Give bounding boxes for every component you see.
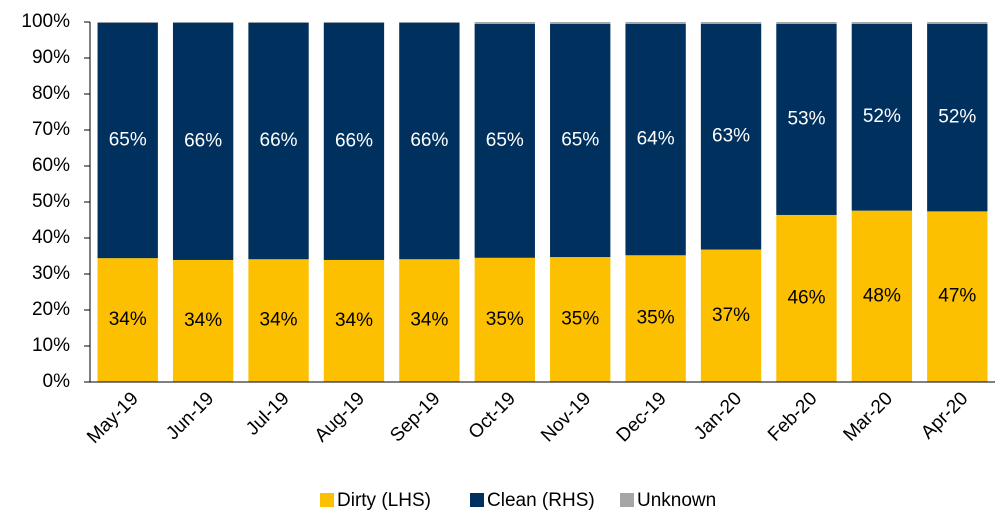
x-tick-label: Jul-19 bbox=[242, 388, 293, 439]
data-label: 66% bbox=[184, 130, 222, 151]
bar-segment bbox=[625, 23, 686, 256]
data-label: 52% bbox=[938, 107, 976, 128]
bar-segment bbox=[776, 214, 837, 382]
bar-segment bbox=[248, 22, 309, 260]
x-tick-label: Aug-19 bbox=[311, 388, 369, 446]
y-tick-label: 30% bbox=[32, 263, 70, 284]
bar-segment bbox=[625, 22, 686, 24]
x-tick-label: Feb-20 bbox=[764, 388, 821, 445]
data-label: 65% bbox=[561, 129, 599, 150]
data-label: 66% bbox=[335, 130, 373, 151]
bar-segment bbox=[97, 22, 158, 259]
bar-segment bbox=[927, 23, 988, 212]
bar-segment bbox=[927, 22, 988, 24]
data-label: 53% bbox=[787, 108, 825, 129]
bar-segment bbox=[700, 23, 762, 250]
data-label: 65% bbox=[109, 129, 147, 150]
y-tick-label: 50% bbox=[32, 191, 70, 212]
bar-segment bbox=[474, 257, 535, 382]
bar-segment bbox=[851, 210, 913, 382]
bar-segment bbox=[323, 22, 385, 260]
y-tick-label: 90% bbox=[32, 47, 70, 68]
bar-segment bbox=[851, 22, 913, 24]
bar-segment bbox=[625, 255, 686, 382]
bar-segment bbox=[97, 22, 158, 23]
legend-swatch bbox=[620, 493, 634, 507]
bar-segment bbox=[700, 22, 762, 24]
y-tick-label: 0% bbox=[43, 371, 71, 392]
data-label: 34% bbox=[410, 310, 448, 331]
data-label: 65% bbox=[486, 130, 524, 151]
bar-segment bbox=[323, 22, 385, 23]
y-tick-label: 20% bbox=[32, 299, 70, 320]
bar-segment bbox=[851, 23, 913, 211]
bar-segment bbox=[550, 257, 611, 382]
y-tick-label: 100% bbox=[21, 11, 70, 32]
bar-segment bbox=[172, 22, 234, 260]
legend-label: Dirty (LHS) bbox=[337, 490, 431, 511]
bar-segment bbox=[172, 259, 234, 382]
bar-segment bbox=[172, 22, 234, 23]
legend-label: Unknown bbox=[637, 490, 716, 511]
bar-segment bbox=[927, 211, 988, 382]
x-tick-label: Oct-19 bbox=[465, 388, 520, 443]
data-label: 35% bbox=[486, 309, 524, 330]
x-tick-label: Sep-19 bbox=[386, 388, 444, 446]
data-label: 35% bbox=[637, 308, 675, 329]
y-tick-label: 40% bbox=[32, 227, 70, 248]
x-tick-label: Dec-19 bbox=[613, 388, 671, 446]
x-tick-label: May-19 bbox=[83, 388, 143, 448]
bar-segment bbox=[474, 22, 535, 24]
bar-segment bbox=[248, 259, 309, 382]
y-tick-label: 60% bbox=[32, 155, 70, 176]
data-label: 64% bbox=[637, 129, 675, 150]
x-tick-label: Jun-19 bbox=[162, 388, 218, 444]
data-label: 37% bbox=[712, 305, 750, 326]
legend-swatch bbox=[320, 493, 334, 507]
bar-segment bbox=[399, 22, 460, 23]
legend-swatch bbox=[470, 493, 484, 507]
data-label: 46% bbox=[787, 287, 825, 308]
bar-segment bbox=[776, 22, 837, 24]
data-label: 34% bbox=[109, 309, 147, 330]
data-label: 66% bbox=[260, 130, 298, 151]
y-tick-label: 80% bbox=[32, 83, 70, 104]
data-label: 34% bbox=[335, 310, 373, 331]
bar-segment bbox=[248, 22, 309, 23]
bar-segment bbox=[399, 22, 460, 260]
x-tick-label: Jan-20 bbox=[690, 388, 746, 444]
bar-segment bbox=[474, 23, 535, 258]
x-tick-label: Mar-20 bbox=[840, 388, 897, 445]
data-label: 47% bbox=[938, 286, 976, 307]
legend-label: Clean (RHS) bbox=[487, 490, 595, 511]
data-label: 63% bbox=[712, 126, 750, 147]
y-tick-label: 10% bbox=[32, 335, 70, 356]
x-tick-label: Nov-19 bbox=[537, 388, 595, 446]
bar-segment bbox=[550, 23, 611, 258]
data-label: 34% bbox=[260, 310, 298, 331]
data-label: 52% bbox=[863, 106, 901, 127]
bar-segment bbox=[97, 258, 158, 382]
y-tick-label: 70% bbox=[32, 119, 70, 140]
data-label: 66% bbox=[410, 130, 448, 151]
data-label: 35% bbox=[561, 309, 599, 330]
bar-segment bbox=[399, 259, 460, 382]
x-tick-label: Apr-20 bbox=[917, 388, 972, 443]
bar-segment bbox=[700, 249, 762, 382]
data-label: 34% bbox=[184, 310, 222, 331]
data-label: 48% bbox=[863, 285, 901, 306]
bar-segment bbox=[550, 22, 611, 24]
bar-segment bbox=[776, 23, 837, 215]
bar-segment bbox=[323, 259, 385, 382]
